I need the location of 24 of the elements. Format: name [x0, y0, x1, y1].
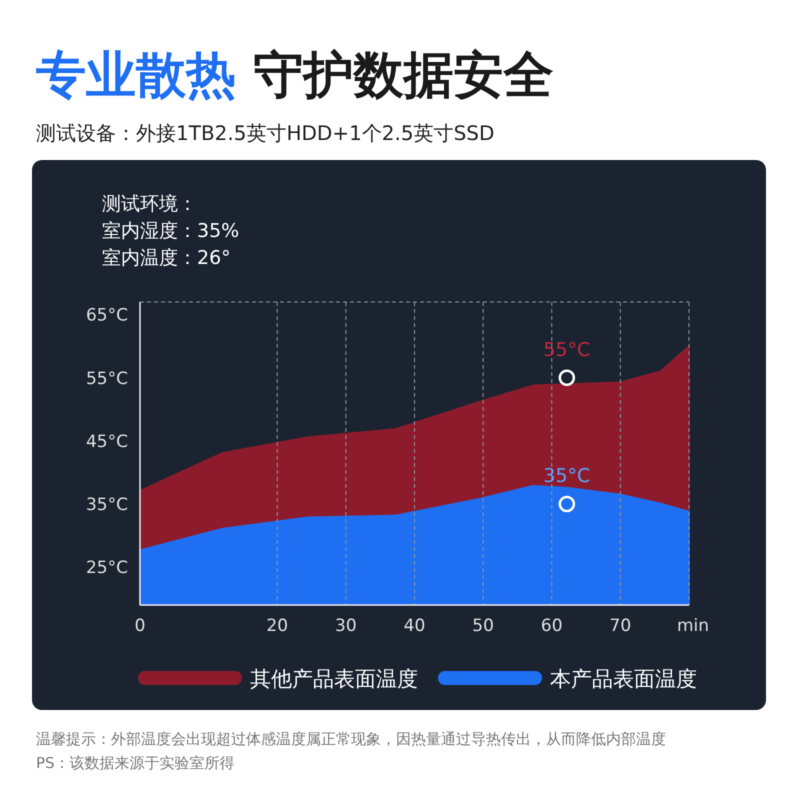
y-tick-label: 55°C	[86, 368, 128, 389]
text: 室内温度：26°	[102, 247, 231, 269]
text: PS：该数据来源于实验室所得	[36, 754, 235, 772]
legend-label: 其他产品表面温度	[250, 667, 418, 691]
annotation: 55°C	[543, 338, 590, 361]
text: 测试环境：	[102, 193, 197, 215]
chart-title: 专业散热 守护数据安全	[35, 46, 554, 104]
y-tick-label: 25°C	[86, 558, 128, 578]
annotation: 35°C	[543, 465, 590, 487]
x-tick-label: 30	[335, 616, 357, 636]
x-axis-title: min	[676, 616, 710, 636]
x-tick-label: 60	[540, 616, 563, 636]
x-tick-label: 50	[472, 616, 494, 636]
x-tick-label: 70	[610, 616, 632, 636]
y-tick-label: 35°C	[86, 495, 128, 515]
x-tick-label: 20	[266, 616, 288, 636]
x-tick-label: 0	[134, 616, 146, 636]
text: 室内湿度：35%	[102, 220, 240, 242]
legend-label: 本产品表面温度	[550, 667, 697, 691]
y-tick-label: 65°C	[86, 306, 128, 326]
y-tick-label: 45°C	[86, 432, 128, 452]
chart-subtitle: 测试设备：外接1TB2.5英寸HDD+1个2.5英寸SSD	[36, 121, 494, 145]
x-tick-label: 40	[404, 616, 426, 636]
text: 温馨提示：外部温度会出现超过体感温度属正常现象，因热量通过导热传出，从而降低内部温度	[36, 730, 666, 748]
